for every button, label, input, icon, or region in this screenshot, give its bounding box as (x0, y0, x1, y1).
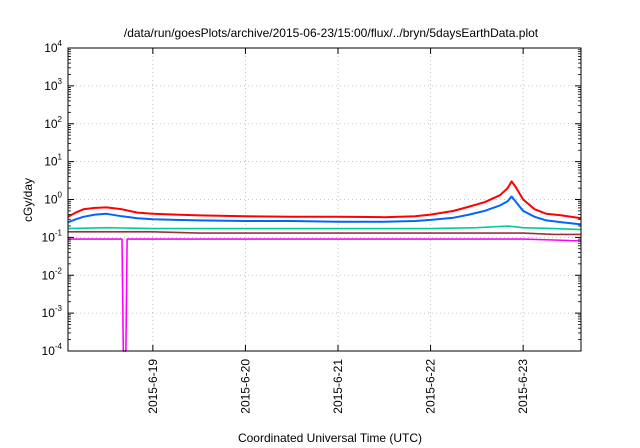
x-tick-label: 2015-6-19 (146, 359, 160, 414)
series-line (68, 238, 582, 352)
y-tick-exponent: -4 (55, 342, 63, 351)
y-tick-base: 10 (42, 344, 56, 358)
series-line (68, 231, 581, 236)
x-tick-label: 2015-6-22 (424, 359, 438, 414)
y-tick-label: 10-3 (42, 304, 63, 320)
y-tick-exponent: -2 (55, 266, 63, 275)
y-tick-base: 10 (44, 117, 58, 131)
series-line (67, 195, 582, 226)
y-tick-base: 10 (42, 268, 56, 282)
x-axis-label: Coordinated Universal Time (UTC) (238, 431, 422, 445)
y-tick-exponent: 0 (58, 191, 63, 200)
y-tick-base: 10 (42, 306, 56, 320)
series-group (67, 180, 582, 352)
y-tick-label: 10-4 (42, 342, 63, 358)
y-axis-label: cGy/day (21, 178, 35, 222)
series-line (67, 180, 582, 220)
y-tick-exponent: 4 (58, 39, 63, 48)
y-tick-base: 10 (44, 193, 58, 207)
y-tick-base: 10 (44, 41, 58, 55)
x-tick-label: 2015-6-20 (238, 359, 252, 414)
chart-title: /data/run/goesPlots/archive/2015-06-23/1… (124, 26, 539, 40)
y-tick-base: 10 (44, 155, 58, 169)
y-tick-exponent: -1 (55, 228, 63, 237)
y-tick-label: 103 (44, 77, 62, 93)
x-tick-label: 2015-6-21 (331, 359, 345, 414)
y-tick-label: 104 (44, 39, 62, 55)
y-tick-label: 100 (44, 191, 62, 207)
y-tick-label: 10-1 (42, 228, 63, 244)
grid (68, 48, 581, 351)
y-tick-base: 10 (42, 230, 56, 244)
x-tick-label: 2015-6-23 (516, 359, 530, 414)
y-tick-exponent: 1 (58, 153, 63, 162)
y-tick-exponent: 3 (58, 77, 63, 86)
y-tick-base: 10 (44, 79, 58, 93)
y-tick-label: 102 (44, 115, 62, 131)
series-line (67, 225, 582, 231)
y-tick-exponent: 2 (58, 115, 63, 124)
y-tick-label: 10-2 (42, 266, 63, 282)
x-axis: 2015-6-19 2015-6-20 2015-6-21 2015-6-22 2015… (146, 48, 530, 414)
y-tick-exponent: -3 (55, 304, 63, 313)
y-tick-label: 101 (44, 153, 62, 169)
